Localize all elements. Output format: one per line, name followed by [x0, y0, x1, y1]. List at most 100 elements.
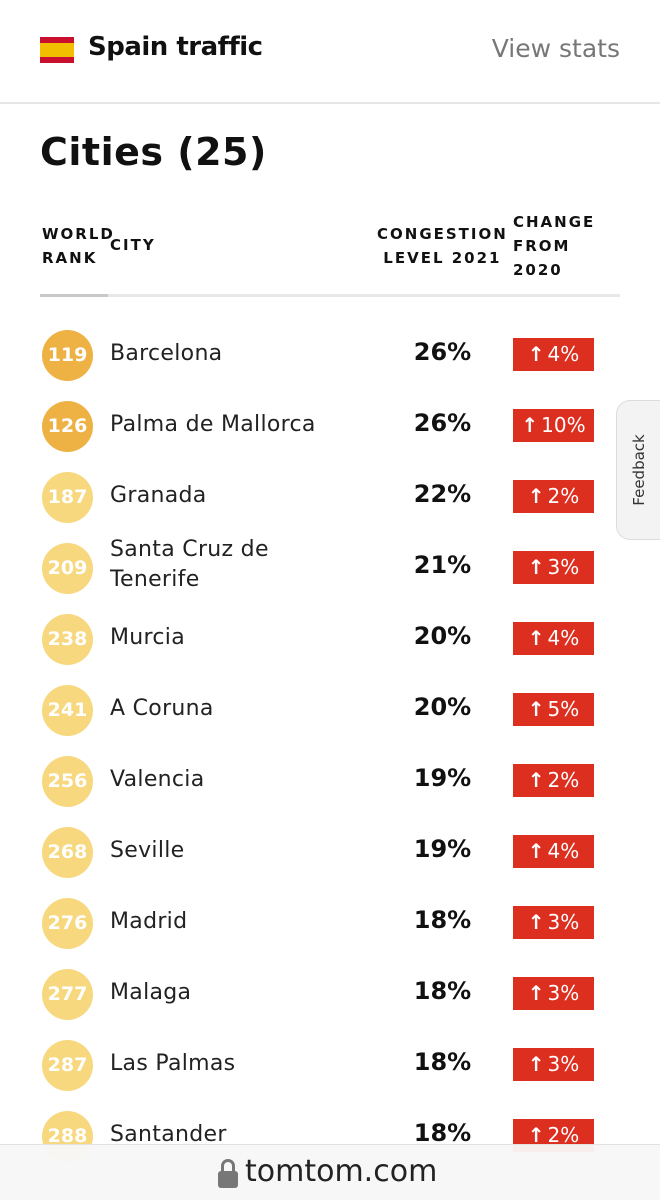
change-value: 3% — [547, 981, 580, 1005]
city-name[interactable]: Santa Cruz de Tenerife — [110, 537, 269, 592]
table-row[interactable]: 238 Murcia 20% ↑ 4% — [0, 604, 660, 675]
table-row[interactable]: 256 Valencia 19% ↑ 2% — [0, 746, 660, 817]
change-value: 2% — [547, 1123, 580, 1147]
arrow-up-icon: ↑ — [527, 697, 545, 721]
city-name[interactable]: Malaga — [110, 980, 192, 1005]
view-stats-link[interactable]: View stats — [491, 34, 620, 63]
header-divider — [40, 294, 620, 297]
column-header-rank-line1: WORLD — [42, 225, 115, 243]
congestion-value: 18% — [413, 977, 472, 1005]
arrow-up-icon: ↑ — [527, 342, 545, 366]
table-row[interactable]: 209 Santa Cruz de Tenerife 21% ↑ 3% — [0, 533, 660, 604]
table-row[interactable]: 187 Granada 22% ↑ 2% — [0, 462, 660, 533]
column-header-change-line1: CHANGE — [513, 213, 596, 231]
arrow-up-icon: ↑ — [527, 1123, 545, 1147]
url-text: tomtom.com — [245, 1154, 438, 1189]
congestion-value: 18% — [413, 1048, 472, 1076]
change-badge: ↑ 4% — [513, 622, 594, 655]
table-row[interactable]: 119 Barcelona 26% ↑ 4% — [0, 320, 660, 391]
arrow-up-icon: ↑ — [527, 555, 545, 579]
congestion-value: 19% — [413, 835, 472, 863]
table-row[interactable]: 276 Madrid 18% ↑ 3% — [0, 888, 660, 959]
lock-icon — [218, 1159, 238, 1189]
change-badge: ↑ 5% — [513, 693, 594, 726]
column-header-world-rank[interactable]: WORLD RANK — [42, 222, 115, 270]
city-name[interactable]: Granada — [110, 483, 207, 508]
arrow-up-icon: ↑ — [527, 839, 545, 863]
feedback-tab[interactable]: Feedback — [616, 400, 660, 540]
table-row[interactable]: 277 Malaga 18% ↑ 3% — [0, 959, 660, 1030]
congestion-value: 26% — [413, 409, 472, 437]
change-badge: ↑ 3% — [513, 1048, 594, 1081]
column-header-change[interactable]: CHANGE FROM 2020 — [513, 210, 595, 282]
table-row[interactable]: 126 Palma de Mallorca 26% ↑ 10% — [0, 391, 660, 462]
browser-url-bar[interactable]: tomtom.com — [0, 1144, 660, 1200]
spain-flag-icon — [40, 37, 74, 63]
rank-badge: 126 — [42, 401, 93, 452]
table-row[interactable]: 241 A Coruna 20% ↑ 5% — [0, 675, 660, 746]
column-header-congestion-line1: CONGESTION — [377, 225, 508, 243]
rank-badge: 287 — [42, 1040, 93, 1091]
change-value: 2% — [547, 768, 580, 792]
cities-heading: Cities (25) — [40, 130, 267, 174]
city-name[interactable]: Madrid — [110, 909, 188, 934]
congestion-value: 18% — [413, 1119, 472, 1147]
city-name[interactable]: Murcia — [110, 625, 185, 650]
congestion-value: 26% — [413, 338, 472, 366]
rank-badge: 187 — [42, 472, 93, 523]
column-header-congestion[interactable]: CONGESTION LEVEL 2021 — [377, 222, 508, 270]
city-name[interactable]: A Coruna — [110, 696, 214, 721]
change-badge: ↑ 4% — [513, 338, 594, 371]
arrow-up-icon: ↑ — [527, 981, 545, 1005]
change-value: 3% — [547, 555, 580, 579]
rank-badge: 256 — [42, 756, 93, 807]
rank-badge: 238 — [42, 614, 93, 665]
table-row[interactable]: 268 Seville 19% ↑ 4% — [0, 817, 660, 888]
change-value: 3% — [547, 910, 580, 934]
change-value: 10% — [541, 413, 586, 437]
change-badge: ↑ 2% — [513, 764, 594, 797]
city-name[interactable]: Santander — [110, 1122, 227, 1147]
arrow-up-icon: ↑ — [527, 768, 545, 792]
change-value: 4% — [547, 626, 580, 650]
page-title: Spain traffic — [88, 32, 263, 62]
change-value: 2% — [547, 484, 580, 508]
arrow-up-icon: ↑ — [527, 910, 545, 934]
change-badge: ↑ 3% — [513, 906, 594, 939]
arrow-up-icon: ↑ — [527, 626, 545, 650]
congestion-value: 20% — [413, 622, 472, 650]
city-name[interactable]: Palma de Mallorca — [110, 412, 316, 437]
change-value: 3% — [547, 1052, 580, 1076]
change-badge: ↑ 3% — [513, 977, 594, 1010]
change-value: 4% — [547, 342, 580, 366]
change-value: 4% — [547, 839, 580, 863]
arrow-up-icon: ↑ — [521, 413, 539, 437]
rank-badge: 209 — [42, 543, 93, 594]
column-header-change-line3: 2020 — [513, 261, 563, 279]
city-name[interactable]: Seville — [110, 838, 185, 863]
congestion-value: 19% — [413, 764, 472, 792]
rank-badge: 277 — [42, 969, 93, 1020]
rank-badge: 241 — [42, 685, 93, 736]
change-badge: ↑ 3% — [513, 551, 594, 584]
congestion-value: 22% — [413, 480, 472, 508]
congestion-value: 21% — [413, 551, 472, 579]
column-header-congestion-line2: LEVEL 2021 — [383, 249, 502, 267]
change-badge: ↑ 10% — [513, 409, 594, 442]
arrow-up-icon: ↑ — [527, 484, 545, 508]
feedback-label: Feedback — [629, 434, 648, 506]
change-badge: ↑ 2% — [513, 480, 594, 513]
change-value: 5% — [547, 697, 580, 721]
column-header-city[interactable]: CITY — [110, 236, 156, 254]
city-name[interactable]: Valencia — [110, 767, 205, 792]
arrow-up-icon: ↑ — [527, 1052, 545, 1076]
table-row[interactable]: 287 Las Palmas 18% ↑ 3% — [0, 1030, 660, 1101]
city-name[interactable]: Las Palmas — [110, 1051, 236, 1076]
change-badge: ↑ 4% — [513, 835, 594, 868]
column-header-change-line2: FROM — [513, 237, 571, 255]
top-bar: Spain traffic View stats — [0, 0, 660, 104]
rank-badge: 119 — [42, 330, 93, 381]
congestion-value: 20% — [413, 693, 472, 721]
city-name[interactable]: Barcelona — [110, 341, 223, 366]
rank-badge: 276 — [42, 898, 93, 949]
